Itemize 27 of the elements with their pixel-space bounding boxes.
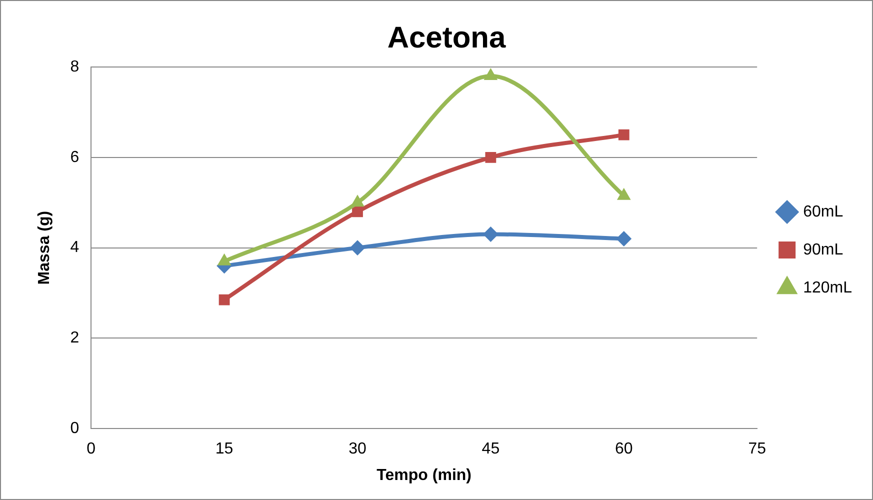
point (484, 68, 498, 80)
point (483, 226, 498, 242)
legend-label: 60mL (803, 203, 844, 220)
legend-label: 120mL (803, 279, 852, 296)
chart-title: Acetona (387, 21, 506, 54)
x-tick-label: 15 (215, 440, 234, 458)
point (617, 188, 630, 200)
point (218, 294, 230, 306)
legend-label: 90mL (803, 241, 844, 258)
x-tick-label: 75 (748, 440, 766, 458)
point (350, 195, 364, 207)
point (352, 206, 363, 218)
point (485, 152, 496, 163)
y-tick-label: 2 (70, 330, 80, 347)
x-tick-label: 0 (86, 440, 96, 458)
y-axis-title: Massa (g) (36, 210, 54, 285)
point (616, 231, 632, 246)
x-tick-label: 60 (614, 440, 633, 458)
y-tick-label: 4 (70, 239, 80, 256)
y-tick-label: 0 (70, 420, 80, 438)
point (350, 240, 365, 256)
point (618, 129, 630, 140)
y-tick-label: 6 (70, 148, 80, 166)
y-tick-label: 8 (70, 58, 80, 76)
x-axis-title: Tempo (min) (376, 466, 472, 484)
x-tick-label: 45 (482, 440, 500, 458)
x-tick-label: 30 (348, 440, 366, 458)
